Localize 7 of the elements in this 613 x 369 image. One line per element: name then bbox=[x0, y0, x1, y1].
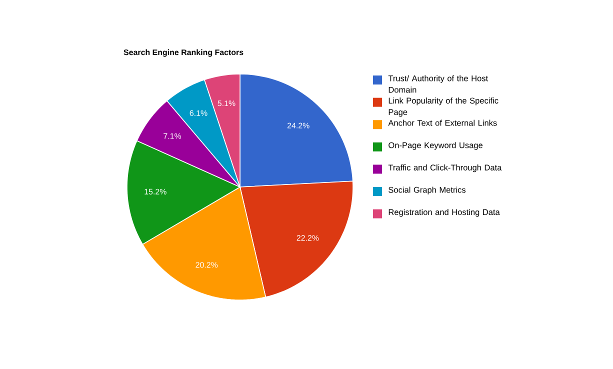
legend-label: On-Page Keyword Usage bbox=[388, 142, 483, 150]
legend-label: Anchor Text of External Links bbox=[388, 120, 497, 126]
legend-label: Link Popularity of the Specific Page bbox=[388, 98, 498, 117]
legend-label: Traffic and Click-Through Data bbox=[388, 164, 502, 172]
legend-label: Social Graph Metrics bbox=[388, 186, 466, 194]
legend-label: Trust/ Authority of the Host Domain bbox=[388, 75, 488, 93]
legend-label: Registration and Hosting Data bbox=[388, 209, 500, 217]
